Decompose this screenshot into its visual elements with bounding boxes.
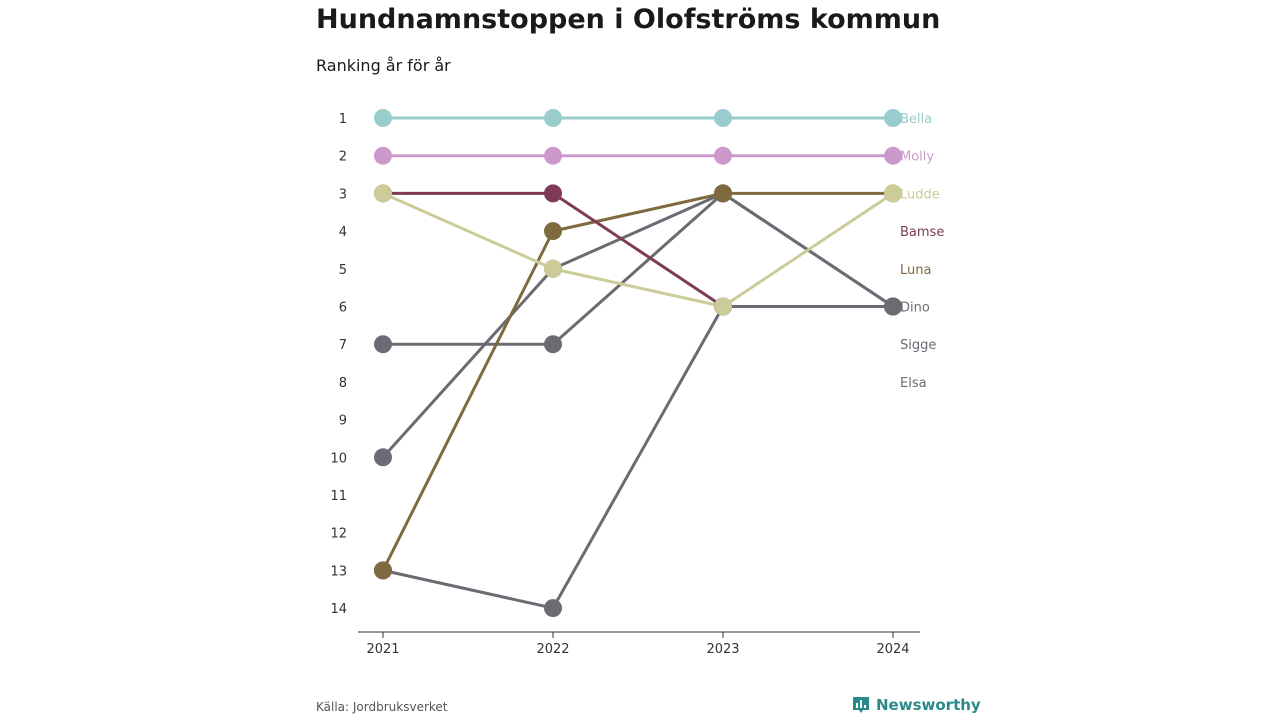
series-line bbox=[383, 191, 894, 346]
y-tick-label: 12 bbox=[330, 527, 347, 542]
series-point bbox=[884, 109, 902, 127]
series-label: Sigge bbox=[900, 338, 936, 353]
series-point bbox=[714, 109, 732, 127]
chart-title: Hundnamnstoppen i Olofströms kommun bbox=[316, 4, 941, 35]
brand-name: Newsworthy bbox=[876, 696, 981, 714]
series-points bbox=[374, 109, 902, 618]
series-point bbox=[544, 146, 562, 165]
x-tick-label: 2023 bbox=[706, 642, 739, 657]
series-label: Bella bbox=[900, 112, 932, 127]
y-tick-label: 14 bbox=[330, 602, 347, 617]
y-tick-label: 7 bbox=[339, 338, 347, 353]
series-point bbox=[714, 146, 732, 165]
series-point bbox=[884, 146, 902, 165]
series-labels: Bella Molly Ludde Bamse Luna Dino Sigge Elsa bbox=[900, 112, 944, 391]
series-label: Elsa bbox=[900, 376, 927, 391]
y-tick-label: 1 bbox=[339, 112, 347, 127]
series-point bbox=[544, 259, 562, 278]
x-tick-label: 2022 bbox=[536, 642, 569, 657]
y-tick-label: 2 bbox=[339, 150, 347, 165]
series-line bbox=[383, 191, 724, 308]
series-point bbox=[714, 297, 732, 316]
series-point bbox=[374, 561, 392, 580]
chart-subtitle: Ranking år för år bbox=[316, 56, 451, 75]
series-point bbox=[544, 184, 562, 203]
y-tick-label: 4 bbox=[339, 225, 347, 240]
series-point bbox=[374, 109, 392, 127]
x-tick-label: 2024 bbox=[876, 642, 909, 657]
series-point bbox=[374, 184, 392, 203]
series-label: Ludde bbox=[900, 187, 940, 202]
series-point bbox=[544, 599, 562, 618]
brand-logo: Newsworthy bbox=[852, 696, 981, 714]
series-point bbox=[884, 297, 902, 316]
series-label: Bamse bbox=[900, 225, 944, 240]
series-lines bbox=[381, 116, 894, 610]
series-label: Luna bbox=[900, 263, 931, 278]
y-tick-label: 5 bbox=[339, 263, 347, 278]
series-point bbox=[374, 146, 392, 165]
x-tick-label: 2021 bbox=[366, 642, 399, 657]
series-label: Molly bbox=[900, 150, 934, 165]
series-line bbox=[382, 192, 894, 309]
series-point bbox=[884, 184, 902, 203]
series-point bbox=[374, 448, 392, 467]
series-point bbox=[544, 109, 562, 127]
y-tick-label: 8 bbox=[339, 376, 347, 391]
y-tick-label: 11 bbox=[330, 489, 347, 504]
series-line bbox=[382, 305, 893, 610]
series-point bbox=[544, 335, 562, 354]
bar-chart-icon bbox=[853, 697, 869, 713]
y-tick-label: 9 bbox=[339, 414, 347, 429]
y-tick-label: 6 bbox=[339, 301, 347, 316]
y-tick-label: 3 bbox=[339, 187, 347, 202]
series-point bbox=[374, 335, 392, 354]
y-tick-label: 13 bbox=[330, 564, 347, 579]
series-point bbox=[714, 184, 732, 203]
x-axis: 2021 2022 2023 2024 bbox=[366, 632, 910, 657]
y-tick-label: 10 bbox=[330, 451, 347, 466]
series-point bbox=[544, 222, 562, 241]
source-note: Källa: Jordbruksverket bbox=[316, 700, 448, 714]
series-label: Dino bbox=[900, 301, 930, 316]
series-line bbox=[381, 191, 893, 572]
